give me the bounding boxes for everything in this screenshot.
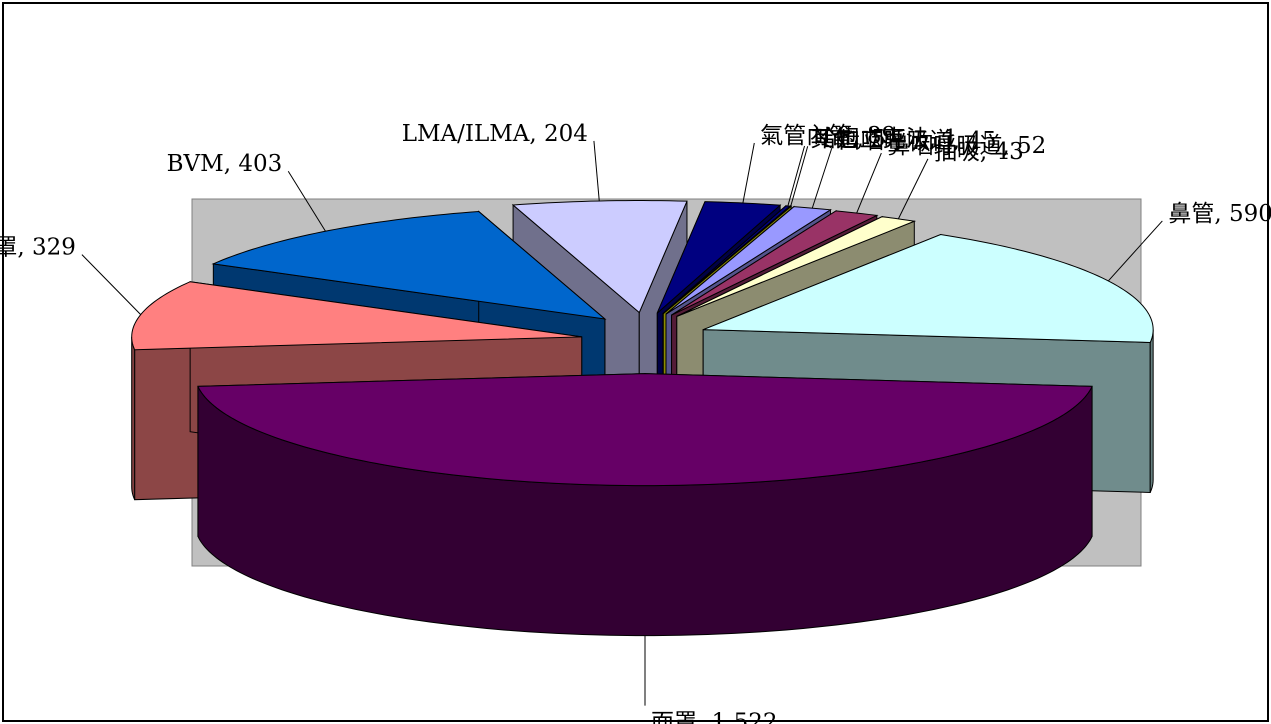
leader-bvm (287, 170, 326, 232)
label-bvm: BVM, 403 (167, 151, 283, 177)
label-slice-0: 面罩, 1,522 (651, 710, 777, 724)
slice-top-slice-4 (656, 201, 782, 314)
slice-top-slice-8 (671, 210, 879, 316)
label-slice-9: 抽吸, 43 (934, 139, 1024, 165)
label-lma-ilma: LMA/ILMA, 204 (402, 121, 588, 147)
slice-top-slice-1 (131, 281, 582, 351)
slice-top-slice-9 (676, 216, 917, 317)
slice-side-slice-1-0 (131, 336, 136, 500)
slice-top-slice-0 (197, 373, 1093, 487)
leader-slice-7 (811, 147, 833, 209)
slice-top-slice-10 (702, 234, 1154, 343)
label-slice-6: 哈姆立克法, 1 (814, 126, 958, 152)
leader-slice-8 (856, 152, 882, 214)
label-slice-4: 氣管內管, 89 (760, 123, 896, 149)
label-slice-8: 鼻咽呼吸道, 52 (887, 133, 1046, 159)
slice-top-slice-6 (662, 205, 793, 315)
leader-slice-5 (787, 145, 806, 207)
leader-slice-6 (790, 146, 809, 207)
leader-slice-4 (742, 142, 755, 204)
label-slice-10: 鼻管, 590 (1168, 201, 1271, 227)
label-slice-7: 口咽呼吸道, 45 (838, 128, 997, 154)
leader-lma-ilma (593, 140, 600, 202)
leader-slice-9 (897, 158, 929, 220)
leader-slice-10 (1107, 220, 1163, 282)
leader-slice-1 (81, 254, 142, 315)
slice-top-bvm (211, 210, 607, 320)
label-slice-5: 其他, 5 (811, 126, 886, 152)
slice-top-slice-7 (665, 206, 832, 315)
slice-side-slice-10-0 (1149, 329, 1154, 493)
label-slice-1: 非再呼吸型面罩, 329 (0, 235, 76, 261)
